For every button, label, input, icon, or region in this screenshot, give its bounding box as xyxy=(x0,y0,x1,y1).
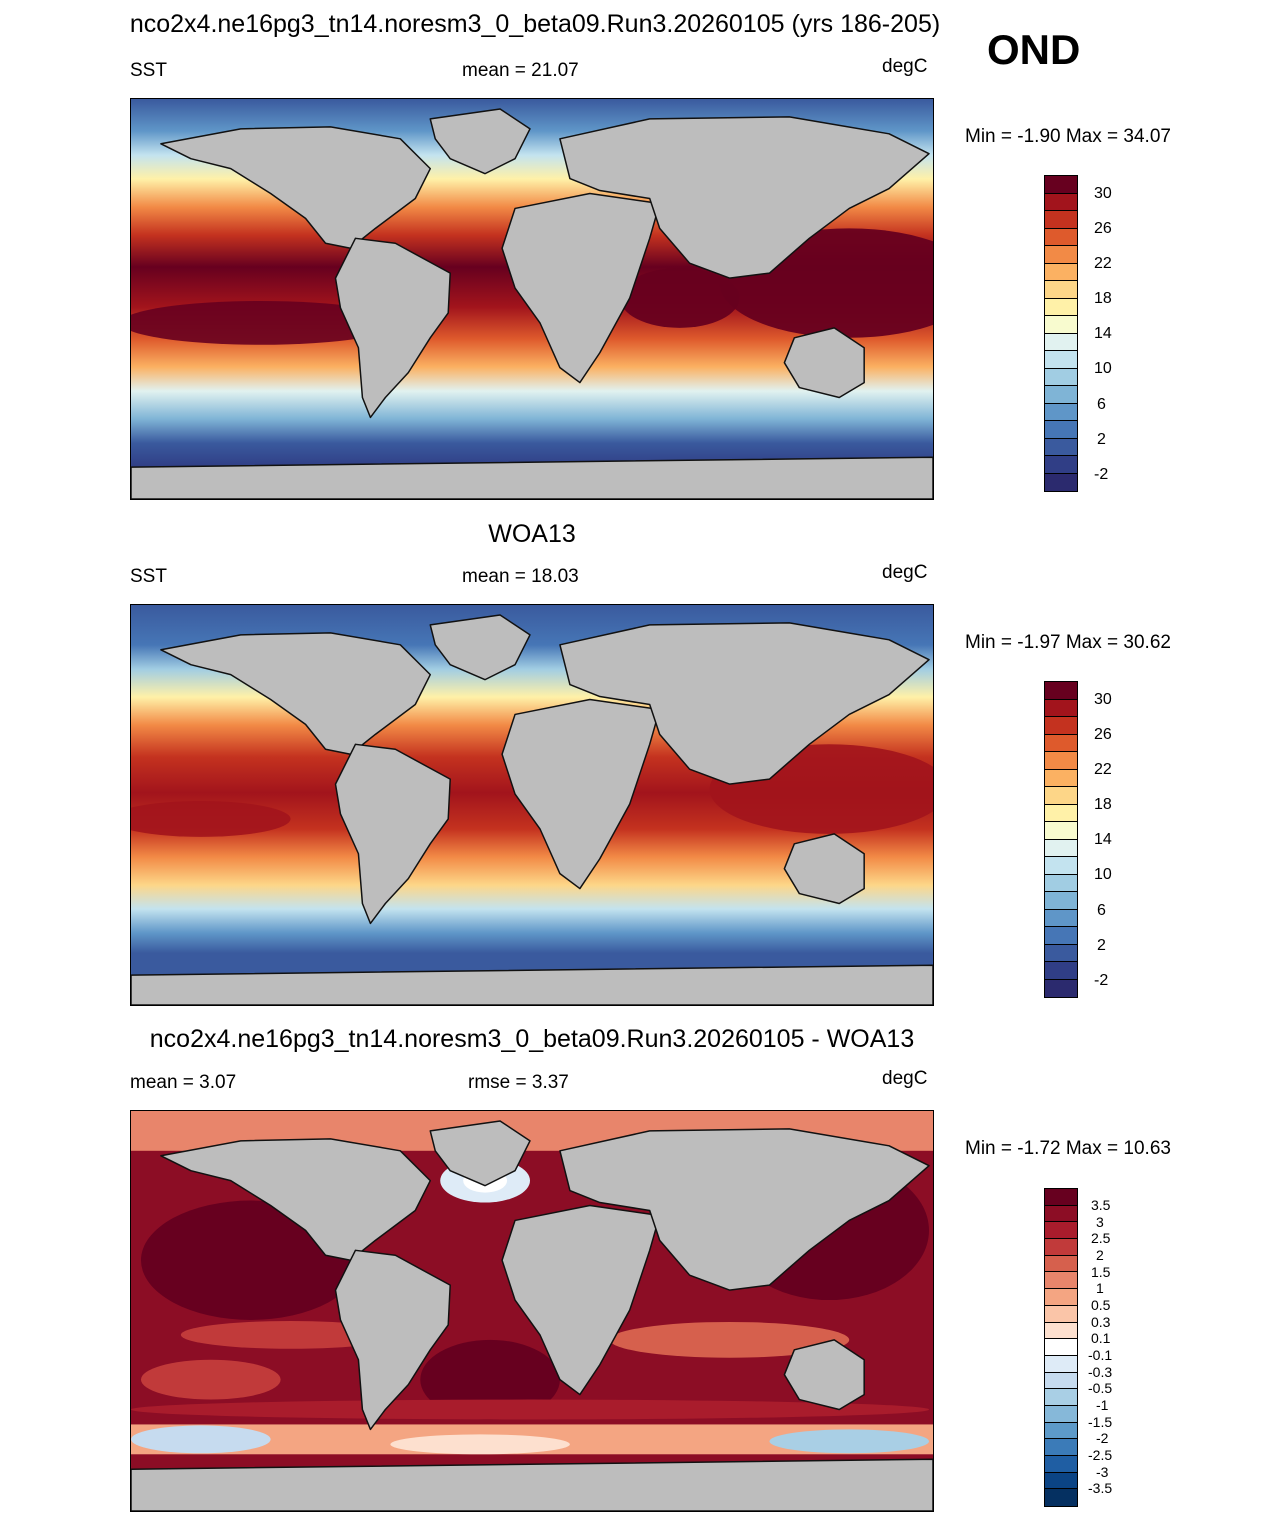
panel1-sst-map xyxy=(130,98,934,500)
panel3-colorbar-tick: -2.5 xyxy=(1088,1447,1113,1463)
panel2-colorbar-tick: 26 xyxy=(1094,726,1112,743)
panel3-colorbar-tick: 3.5 xyxy=(1091,1197,1111,1213)
panel1-colorbar-tick: 18 xyxy=(1094,290,1112,307)
panel3-colorbar-tick: 0.1 xyxy=(1091,1330,1111,1346)
panel2-colorbar-tick: 14 xyxy=(1094,831,1112,848)
panel3-colorbar-tick: 1.5 xyxy=(1091,1264,1111,1280)
panel3-colorbar-tick: -3 xyxy=(1096,1464,1109,1480)
panel1-colorbar-tick: 22 xyxy=(1094,255,1112,272)
panel1-colorbar-tick: 2 xyxy=(1097,431,1106,448)
panel2-minmax: Min = -1.97 Max = 30.62 xyxy=(965,632,1171,653)
panel1-colorbar-tick: 26 xyxy=(1094,220,1112,237)
panel2-colorbar-tick: 2 xyxy=(1097,937,1106,954)
panel2-colorbar xyxy=(1044,681,1078,998)
panel3-diff-map xyxy=(130,1110,934,1512)
panel3-colorbar-tick: 3 xyxy=(1096,1214,1104,1230)
panel2-colorbar-tick: 6 xyxy=(1097,902,1106,919)
figure-title: nco2x4.ne16pg3_tn14.noresm3_0_beta09.Run… xyxy=(129,10,941,38)
panel1-mean-label: mean = 21.07 xyxy=(462,60,579,81)
panel3-minmax: Min = -1.72 Max = 10.63 xyxy=(965,1138,1171,1159)
panel2-colorbar-tick: 30 xyxy=(1094,691,1112,708)
panel3-colorbar-tick: 0.5 xyxy=(1091,1297,1111,1313)
panel2-colorbar-tick: 18 xyxy=(1094,796,1112,813)
panel3-land xyxy=(131,1120,933,1511)
panel3-colorbar xyxy=(1044,1188,1078,1508)
panel1-left-label: SST xyxy=(130,60,167,81)
panel1-colorbar-tick: 14 xyxy=(1094,325,1112,342)
panel3-colorbar-tick: 2.5 xyxy=(1091,1230,1111,1246)
panel3-mean-label: mean = 3.07 xyxy=(130,1072,237,1093)
panel3-colorbar-tick: 2 xyxy=(1096,1247,1104,1263)
panel2-mean-label: mean = 18.03 xyxy=(462,566,579,587)
panel3-colorbar-tick: -1.5 xyxy=(1088,1414,1113,1430)
panel2-colorbar-tick: 22 xyxy=(1094,761,1112,778)
panel2-units-label: degC xyxy=(882,562,928,583)
panel3-colorbar-tick: -3.5 xyxy=(1088,1480,1113,1496)
panel3-colorbar-tick: -1 xyxy=(1096,1397,1109,1413)
panel1-colorbar-tick: 6 xyxy=(1097,396,1106,413)
panel1-minmax: Min = -1.90 Max = 34.07 xyxy=(965,126,1171,147)
panel3-rmse-label: rmse = 3.37 xyxy=(468,1072,569,1093)
panel1-land xyxy=(131,108,933,499)
panel1-colorbar-tick: 10 xyxy=(1094,360,1112,377)
panel3-colorbar-tick: -0.5 xyxy=(1088,1380,1113,1396)
panel3-units-label: degC xyxy=(882,1068,928,1089)
season-label: OND xyxy=(987,26,1081,73)
panel2-land xyxy=(131,614,933,1005)
panel2-sst-map xyxy=(130,604,934,1006)
panel3-colorbar-tick: 1 xyxy=(1096,1280,1104,1296)
panel3-colorbar-tick: -0.1 xyxy=(1088,1347,1113,1363)
panel3-title: nco2x4.ne16pg3_tn14.noresm3_0_beta09.Run… xyxy=(149,1025,915,1053)
panel2-colorbar-tick: 10 xyxy=(1094,866,1112,883)
panel1-colorbar-tick: -2 xyxy=(1094,466,1109,483)
panel1-units-label: degC xyxy=(882,56,928,77)
panel3-colorbar-tick: -2 xyxy=(1096,1430,1109,1446)
panel1-colorbar-tick: 30 xyxy=(1094,185,1112,202)
panel2-colorbar-tick: -2 xyxy=(1094,972,1109,989)
panel2-left-label: SST xyxy=(130,566,167,587)
panel2-title: WOA13 xyxy=(488,520,576,548)
panel3-colorbar-tick: 0.3 xyxy=(1091,1314,1111,1330)
panel1-colorbar xyxy=(1044,175,1078,492)
panel3-colorbar-tick: -0.3 xyxy=(1088,1364,1113,1380)
